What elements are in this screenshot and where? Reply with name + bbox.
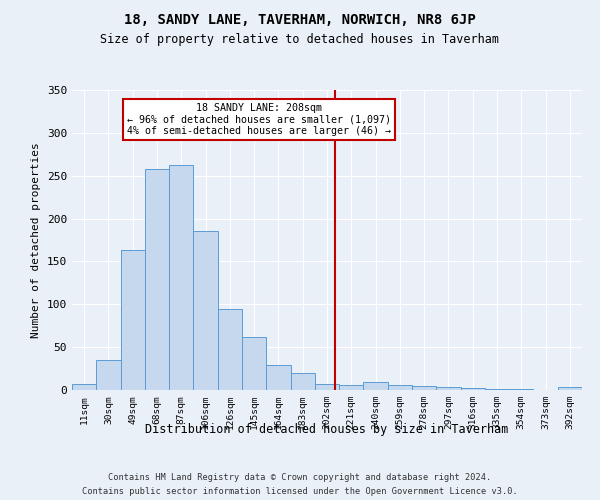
Bar <box>461 388 485 390</box>
Text: Distribution of detached houses by size in Taverham: Distribution of detached houses by size … <box>145 422 509 436</box>
Bar <box>145 169 169 390</box>
Bar <box>509 389 533 390</box>
Bar <box>218 308 242 390</box>
Bar <box>558 388 582 390</box>
Bar <box>485 389 509 390</box>
Text: Contains public sector information licensed under the Open Government Licence v3: Contains public sector information licen… <box>82 488 518 496</box>
Bar <box>121 250 145 390</box>
Text: 18 SANDY LANE: 208sqm
← 96% of detached houses are smaller (1,097)
4% of semi-de: 18 SANDY LANE: 208sqm ← 96% of detached … <box>127 103 391 136</box>
Bar <box>290 373 315 390</box>
Bar <box>242 337 266 390</box>
Bar <box>364 382 388 390</box>
Bar <box>388 385 412 390</box>
Bar <box>266 365 290 390</box>
Bar <box>96 360 121 390</box>
Y-axis label: Number of detached properties: Number of detached properties <box>31 142 41 338</box>
Bar <box>339 385 364 390</box>
Bar <box>169 166 193 390</box>
Bar <box>412 386 436 390</box>
Text: 18, SANDY LANE, TAVERHAM, NORWICH, NR8 6JP: 18, SANDY LANE, TAVERHAM, NORWICH, NR8 6… <box>124 12 476 26</box>
Bar <box>315 384 339 390</box>
Bar <box>193 232 218 390</box>
Bar <box>72 384 96 390</box>
Bar <box>436 388 461 390</box>
Text: Size of property relative to detached houses in Taverham: Size of property relative to detached ho… <box>101 32 499 46</box>
Text: Contains HM Land Registry data © Crown copyright and database right 2024.: Contains HM Land Registry data © Crown c… <box>109 472 491 482</box>
